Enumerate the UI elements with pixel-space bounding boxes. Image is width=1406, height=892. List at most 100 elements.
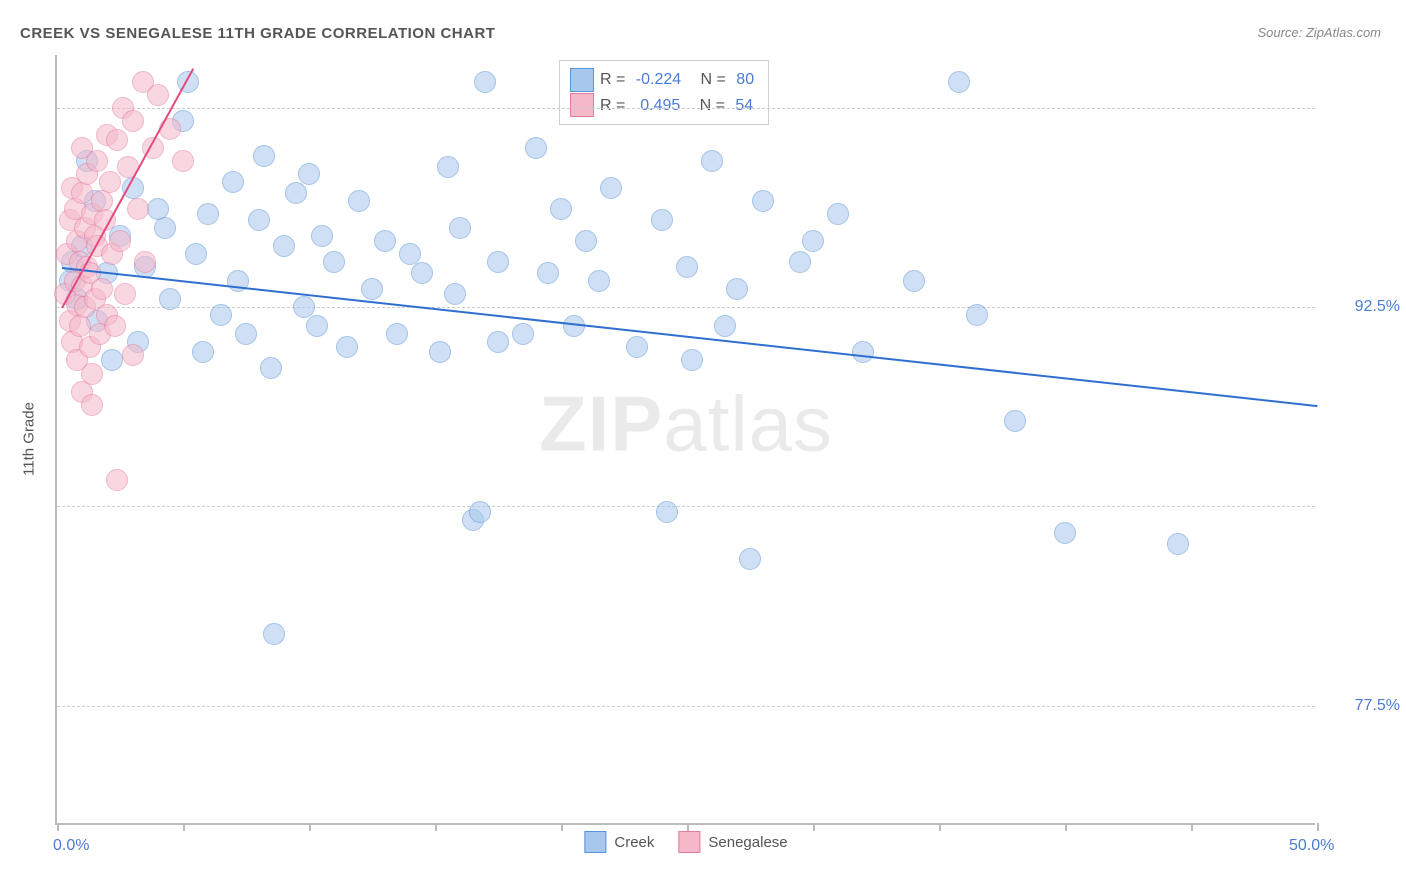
plot-area: 11th Grade ZIPatlas R = -0.224 N = 80R =… [55,55,1315,825]
scatter-point [626,336,648,358]
scatter-point [122,110,144,132]
scatter-point [106,129,128,151]
scatter-point [122,344,144,366]
legend-row: R = 0.495 N = 54 [570,93,754,119]
x-tick-mark [813,823,815,831]
legend-row: R = -0.224 N = 80 [570,67,754,93]
scatter-point [966,304,988,326]
legend-swatch [678,831,700,853]
scatter-point [802,230,824,252]
scatter-point [260,357,282,379]
x-tick-label: 0.0% [53,837,89,855]
x-tick-mark [57,823,59,831]
scatter-point [1004,410,1026,432]
legend-label: Creek [614,834,654,851]
y-axis-label: 11th Grade [21,402,38,476]
scatter-point [374,230,396,252]
scatter-point [235,323,257,345]
scatter-point [1167,533,1189,555]
scatter-point [101,349,123,371]
scatter-point [172,150,194,172]
scatter-point [525,137,547,159]
scatter-point [248,209,270,231]
scatter-point [588,270,610,292]
scatter-point [210,304,232,326]
scatter-point [285,182,307,204]
scatter-point [469,501,491,523]
scatter-point [81,394,103,416]
scatter-point [114,283,136,305]
scatter-point [714,315,736,337]
legend-item: Senegalese [678,831,787,853]
x-tick-mark [1317,823,1319,831]
scatter-point [71,182,93,204]
scatter-point [903,270,925,292]
scatter-point [676,256,698,278]
source-label: Source: ZipAtlas.com [1257,25,1381,40]
scatter-point [134,251,156,273]
legend-swatch [584,831,606,853]
scatter-point [600,177,622,199]
scatter-point [575,230,597,252]
scatter-point [948,71,970,93]
scatter-point [487,251,509,273]
scatter-point [386,323,408,345]
scatter-point [253,145,275,167]
scatter-point [197,203,219,225]
scatter-point [306,315,328,337]
scatter-point [222,171,244,193]
scatter-point [91,278,113,300]
scatter-point [411,262,433,284]
scatter-point [789,251,811,273]
scatter-point [656,501,678,523]
chart-title: CREEK VS SENEGALESE 11TH GRADE CORRELATI… [20,25,495,42]
scatter-point [348,190,370,212]
gridline [57,506,1315,507]
scatter-point [550,198,572,220]
scatter-point [159,288,181,310]
scatter-point [487,331,509,353]
legend-swatch [570,93,594,117]
scatter-point [512,323,534,345]
scatter-point [1054,522,1076,544]
scatter-point [361,278,383,300]
scatter-point [185,243,207,265]
x-tick-mark [183,823,185,831]
scatter-point [109,230,131,252]
y-tick-label: 77.5% [1325,697,1400,715]
x-tick-mark [435,823,437,831]
scatter-point [739,548,761,570]
y-tick-label: 92.5% [1325,298,1400,316]
scatter-point [681,349,703,371]
scatter-point [852,341,874,363]
scatter-point [69,315,91,337]
legend-item: Creek [584,831,654,853]
gridline [57,307,1315,308]
scatter-point [323,251,345,273]
scatter-point [298,163,320,185]
scatter-point [537,262,559,284]
gridline [57,706,1315,707]
scatter-point [444,283,466,305]
scatter-point [81,363,103,385]
scatter-point [192,341,214,363]
x-tick-mark [1065,823,1067,831]
scatter-point [127,198,149,220]
scatter-point [273,235,295,257]
scatter-point [336,336,358,358]
x-tick-mark [939,823,941,831]
scatter-point [726,278,748,300]
scatter-point [429,341,451,363]
scatter-point [147,84,169,106]
x-tick-mark [561,823,563,831]
scatter-point [651,209,673,231]
scatter-point [311,225,333,247]
series-legend: Creek Senegalese [584,831,787,853]
correlation-legend: R = -0.224 N = 80R = 0.495 N = 54 [559,60,769,125]
scatter-point [104,315,126,337]
scatter-point [99,171,121,193]
scatter-point [154,217,176,239]
x-tick-mark [687,823,689,831]
scatter-point [701,150,723,172]
scatter-point [263,623,285,645]
